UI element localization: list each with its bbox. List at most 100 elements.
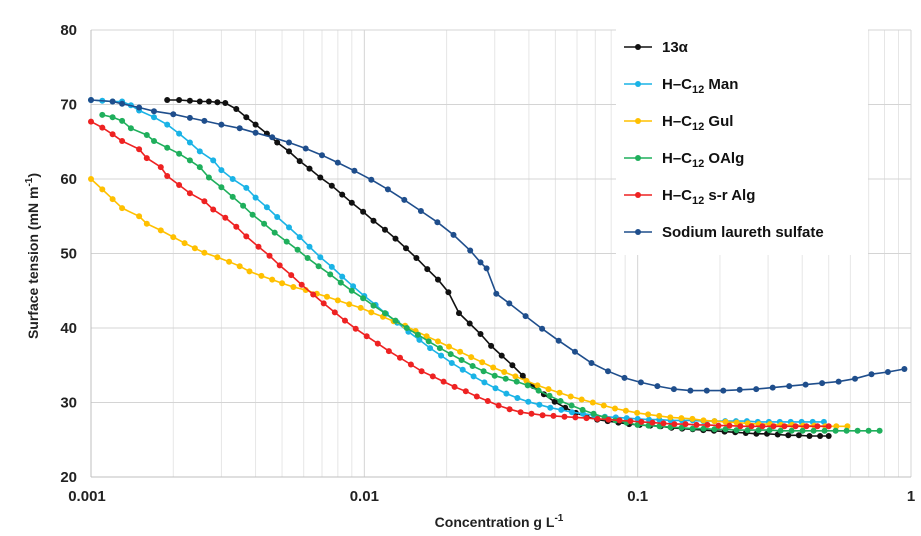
data-point — [298, 281, 305, 288]
axes — [90, 30, 911, 478]
legend-item: H–C12 Man — [624, 76, 738, 96]
data-point — [88, 97, 94, 103]
data-point — [792, 423, 799, 430]
data-point — [157, 164, 164, 171]
data-point — [483, 265, 490, 272]
legend-item: 13α — [624, 39, 689, 56]
data-point — [480, 368, 487, 375]
legend-item: H–C12 OAlg — [624, 150, 744, 170]
data-point — [414, 331, 421, 338]
y-tick-label: 70 — [60, 97, 77, 114]
data-point — [214, 254, 221, 261]
data-point — [470, 373, 477, 380]
legend-swatch-marker — [635, 229, 641, 235]
data-point — [351, 167, 358, 174]
data-point — [700, 417, 707, 424]
data-point — [802, 381, 809, 388]
data-point — [517, 409, 524, 416]
legend-label: H–C12 s-r Alg — [662, 187, 755, 207]
data-point — [547, 404, 554, 411]
data-point — [164, 144, 171, 151]
data-point — [350, 283, 357, 290]
data-point — [269, 134, 276, 141]
data-point — [678, 424, 685, 431]
data-point — [687, 387, 694, 394]
x-tick-label: 0.01 — [350, 488, 379, 505]
data-point — [493, 290, 500, 297]
data-point — [136, 146, 143, 153]
data-point — [514, 395, 521, 401]
data-point — [243, 114, 250, 121]
data-point — [261, 220, 268, 227]
legend-swatch-marker — [635, 155, 641, 161]
data-point — [605, 368, 611, 375]
data-point — [243, 233, 250, 240]
data-point — [736, 386, 743, 393]
data-point — [660, 420, 667, 427]
data-point — [143, 220, 150, 227]
data-point — [151, 108, 157, 115]
data-point — [512, 373, 519, 380]
data-point — [328, 182, 335, 189]
data-point — [450, 231, 457, 238]
series-group — [88, 97, 908, 439]
data-point — [319, 152, 325, 159]
data-point — [233, 106, 240, 112]
data-point — [296, 158, 303, 165]
data-point — [418, 368, 425, 375]
data-point — [759, 423, 766, 430]
data-point — [825, 423, 832, 430]
data-point — [99, 124, 106, 131]
data-point — [403, 245, 409, 252]
data-point — [119, 100, 126, 107]
data-point — [835, 378, 842, 385]
y-axis-title-end: ) — [25, 173, 41, 178]
data-point — [252, 129, 259, 136]
data-point — [637, 379, 644, 386]
data-point — [588, 360, 595, 366]
data-point — [884, 369, 891, 375]
data-point — [334, 297, 341, 304]
data-point — [769, 384, 776, 391]
data-point — [348, 287, 355, 294]
data-point — [119, 138, 126, 144]
data-point — [196, 164, 203, 171]
data-point — [534, 382, 541, 389]
data-point — [568, 402, 575, 409]
data-point — [551, 398, 558, 405]
data-point — [99, 111, 106, 118]
data-point — [711, 426, 718, 433]
data-point — [286, 224, 292, 231]
data-point — [447, 351, 454, 358]
data-point — [271, 229, 278, 236]
data-point — [382, 226, 388, 233]
data-point — [279, 280, 286, 287]
data-point — [678, 415, 685, 422]
data-point — [556, 389, 563, 396]
data-point — [622, 407, 629, 414]
data-point — [481, 379, 488, 386]
x-tick-labels: 0.001 0.01 0.1 1 — [68, 488, 915, 505]
data-point — [296, 234, 303, 241]
data-point — [315, 263, 322, 270]
data-point — [539, 412, 546, 419]
data-point — [88, 176, 94, 182]
data-point — [616, 417, 623, 424]
data-point — [670, 386, 677, 393]
data-point — [766, 427, 773, 434]
y-tick-labels: 20 30 40 50 60 70 80 — [60, 22, 77, 486]
y-tick-label: 30 — [60, 395, 77, 412]
data-point — [567, 393, 574, 400]
data-point — [501, 369, 508, 375]
data-point — [252, 194, 259, 201]
data-point — [693, 421, 700, 428]
legend-swatch-marker — [635, 118, 641, 124]
data-point — [263, 204, 270, 211]
data-point — [229, 176, 236, 182]
data-point — [368, 176, 375, 183]
data-point — [320, 300, 327, 307]
data-point — [720, 387, 727, 394]
data-point — [814, 423, 821, 430]
data-point — [324, 293, 330, 300]
